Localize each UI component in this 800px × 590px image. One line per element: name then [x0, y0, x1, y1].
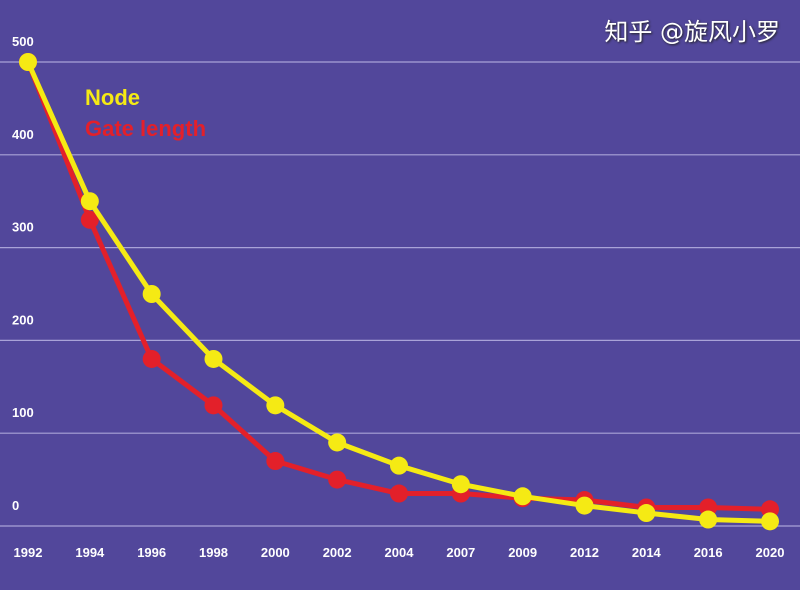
x-tick-label: 2009 [508, 545, 537, 560]
y-tick-label: 100 [12, 405, 34, 420]
data-point [80, 192, 99, 211]
data-point [266, 452, 285, 471]
x-tick-label: 2002 [323, 545, 352, 560]
y-tick-label: 200 [12, 312, 34, 327]
x-tick-label: 2000 [261, 545, 290, 560]
data-point [204, 349, 223, 368]
x-tick-label: 1998 [199, 545, 228, 560]
x-tick-label: 2012 [570, 545, 599, 560]
data-point [328, 433, 347, 452]
data-point [19, 53, 37, 71]
data-point [266, 396, 285, 415]
data-point [80, 210, 99, 229]
data-point [637, 504, 656, 523]
data-point [513, 487, 532, 506]
data-point [761, 512, 779, 531]
data-point [699, 510, 718, 529]
y-tick-label: 300 [12, 220, 34, 235]
x-tick-label: 1994 [75, 545, 105, 560]
x-tick-label: 2020 [756, 545, 785, 560]
data-point [575, 496, 594, 515]
y-tick-label: 400 [12, 127, 34, 142]
x-tick-label: 2004 [385, 545, 415, 560]
watermark: 知乎 @旋风小罗 [604, 18, 780, 46]
legend-entry: Gate length [85, 116, 206, 141]
data-point [142, 349, 161, 368]
x-tick-label: 2016 [694, 545, 723, 560]
data-point [451, 475, 470, 494]
data-point [390, 484, 408, 503]
legend-entry: Node [85, 85, 140, 110]
data-point [328, 470, 347, 489]
x-tick-label: 1996 [137, 545, 166, 560]
x-tick-label: 2014 [632, 545, 662, 560]
data-point [142, 285, 161, 303]
x-tick-label: 2007 [446, 545, 475, 560]
x-tick-label: 1992 [14, 545, 43, 560]
y-tick-label: 0 [12, 498, 19, 513]
y-tick-label: 500 [12, 34, 34, 49]
data-point [390, 456, 408, 475]
data-point [204, 396, 223, 415]
